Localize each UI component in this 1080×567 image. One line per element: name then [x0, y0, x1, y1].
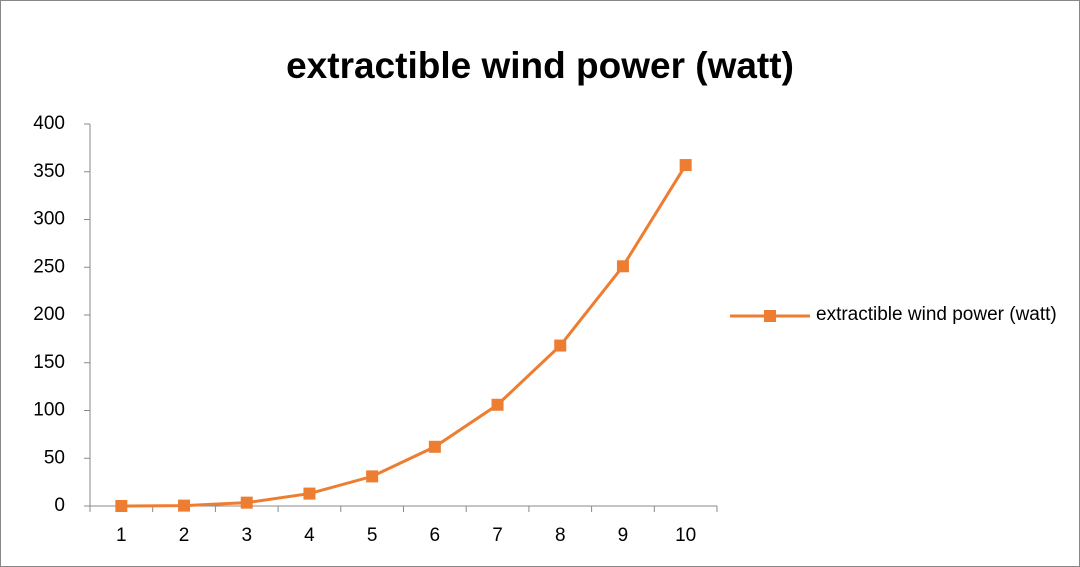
legend-marker: [764, 310, 776, 322]
y-tick-label: 400: [33, 113, 65, 134]
y-tick-label: 350: [33, 161, 65, 182]
x-tick-label: 6: [430, 525, 441, 546]
data-point: [115, 500, 128, 512]
y-tick-label: 100: [33, 400, 65, 421]
data-point: [178, 499, 191, 512]
data-line: [121, 164, 687, 508]
data-point: [366, 470, 379, 483]
legend-label: extractible wind power (watt): [816, 304, 1057, 325]
data-point: [303, 487, 316, 500]
y-tick-label: 0: [54, 495, 65, 516]
data-point: [616, 260, 629, 273]
data-point: [428, 440, 441, 453]
y-tick-label: 50: [44, 447, 65, 468]
data-point: [491, 398, 504, 411]
y-tick-label: 250: [33, 256, 65, 277]
data-point: [240, 496, 253, 509]
x-tick-label: 10: [675, 525, 696, 546]
x-tick-label: 2: [179, 525, 190, 546]
x-tick-label: 5: [367, 525, 378, 546]
x-tick-label: 9: [618, 525, 629, 546]
data-point: [554, 339, 567, 352]
x-tick-label: 3: [241, 525, 252, 546]
chart-title: extractible wind power (watt): [286, 45, 794, 86]
x-tick-label: 7: [492, 525, 503, 546]
x-tick-label: 8: [555, 525, 566, 546]
x-tick-label: 1: [116, 525, 127, 546]
y-tick-label: 150: [33, 352, 65, 373]
y-tick-label: 200: [33, 304, 65, 325]
data-point: [679, 159, 692, 172]
y-tick-label: 300: [33, 209, 65, 230]
x-tick-label: 4: [304, 525, 315, 546]
